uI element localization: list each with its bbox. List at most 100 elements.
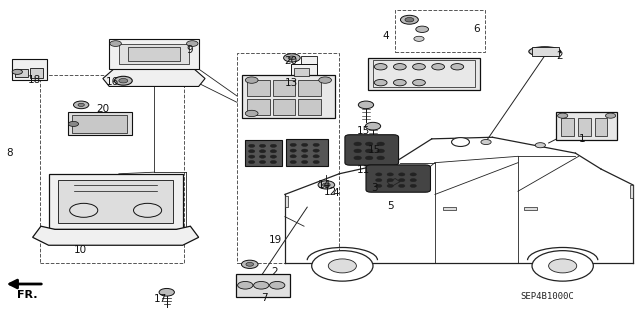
Circle shape	[401, 15, 419, 24]
Circle shape	[399, 173, 405, 176]
Bar	[298, 80, 321, 96]
Text: 16: 16	[106, 77, 119, 87]
Text: 17: 17	[154, 294, 167, 304]
Circle shape	[323, 183, 330, 187]
Text: 20: 20	[97, 104, 109, 114]
Circle shape	[432, 63, 445, 70]
Bar	[72, 115, 127, 132]
Bar	[236, 274, 290, 297]
Circle shape	[387, 184, 394, 188]
Bar	[242, 75, 335, 118]
Circle shape	[410, 184, 417, 188]
Circle shape	[290, 149, 296, 152]
Text: 18: 18	[28, 75, 42, 85]
Circle shape	[246, 263, 253, 266]
Text: 7: 7	[261, 293, 268, 303]
Bar	[15, 69, 28, 77]
FancyBboxPatch shape	[345, 135, 399, 165]
Circle shape	[376, 173, 382, 176]
Circle shape	[74, 101, 89, 109]
Circle shape	[354, 149, 362, 153]
Circle shape	[548, 259, 577, 273]
Circle shape	[301, 143, 308, 146]
Text: 2: 2	[556, 51, 563, 61]
Circle shape	[319, 77, 332, 83]
Bar	[129, 47, 179, 61]
Circle shape	[301, 155, 308, 158]
Text: 9: 9	[186, 45, 193, 55]
Circle shape	[413, 79, 426, 86]
Circle shape	[328, 259, 356, 273]
Circle shape	[134, 203, 162, 217]
Bar	[556, 112, 617, 140]
Bar	[119, 44, 189, 64]
Circle shape	[269, 281, 285, 289]
Text: 8: 8	[6, 148, 12, 158]
Bar	[294, 68, 308, 76]
Bar	[12, 59, 47, 80]
Bar	[373, 60, 474, 87]
Circle shape	[399, 184, 405, 188]
Circle shape	[288, 56, 296, 60]
Bar	[273, 99, 295, 115]
Text: 3: 3	[371, 183, 378, 193]
Circle shape	[68, 122, 79, 126]
Bar	[298, 99, 321, 115]
Bar	[532, 48, 559, 56]
Bar	[30, 68, 43, 78]
Circle shape	[312, 251, 373, 281]
Text: 2: 2	[271, 267, 278, 277]
Polygon shape	[103, 67, 205, 86]
Circle shape	[376, 184, 382, 188]
Bar	[595, 118, 607, 136]
Bar	[561, 118, 574, 136]
Circle shape	[387, 179, 394, 182]
Circle shape	[290, 143, 296, 146]
Circle shape	[313, 160, 319, 164]
Circle shape	[248, 155, 255, 158]
Circle shape	[535, 143, 545, 148]
Bar	[68, 113, 132, 135]
Circle shape	[416, 26, 429, 33]
Bar	[237, 53, 339, 263]
Circle shape	[237, 281, 253, 289]
Bar	[245, 140, 282, 166]
Circle shape	[377, 149, 385, 153]
Circle shape	[110, 41, 122, 47]
Circle shape	[377, 142, 385, 146]
Circle shape	[410, 173, 417, 176]
Circle shape	[452, 137, 469, 146]
Circle shape	[259, 155, 266, 158]
Circle shape	[358, 101, 374, 109]
Circle shape	[313, 149, 319, 152]
Text: 13: 13	[285, 78, 298, 88]
Circle shape	[605, 113, 616, 118]
Circle shape	[413, 63, 426, 70]
Circle shape	[290, 155, 296, 158]
Bar	[286, 139, 328, 166]
Circle shape	[365, 142, 373, 146]
Text: FR.: FR.	[17, 290, 38, 300]
Circle shape	[365, 156, 373, 160]
Circle shape	[376, 179, 382, 182]
Circle shape	[186, 41, 198, 47]
Circle shape	[318, 181, 335, 189]
Text: 4: 4	[332, 188, 339, 198]
Bar	[49, 174, 182, 229]
Bar	[273, 80, 295, 96]
Bar	[301, 56, 317, 64]
Circle shape	[270, 150, 276, 153]
Circle shape	[253, 281, 269, 289]
Circle shape	[119, 78, 128, 83]
Circle shape	[248, 150, 255, 153]
Circle shape	[365, 122, 381, 130]
Circle shape	[387, 173, 394, 176]
Bar	[247, 99, 269, 115]
Circle shape	[394, 79, 406, 86]
Bar	[368, 58, 479, 90]
Text: 14: 14	[318, 180, 332, 190]
Bar	[247, 80, 269, 96]
Circle shape	[399, 179, 405, 182]
Circle shape	[259, 144, 266, 147]
Text: SEP4B1000C: SEP4B1000C	[520, 292, 573, 301]
